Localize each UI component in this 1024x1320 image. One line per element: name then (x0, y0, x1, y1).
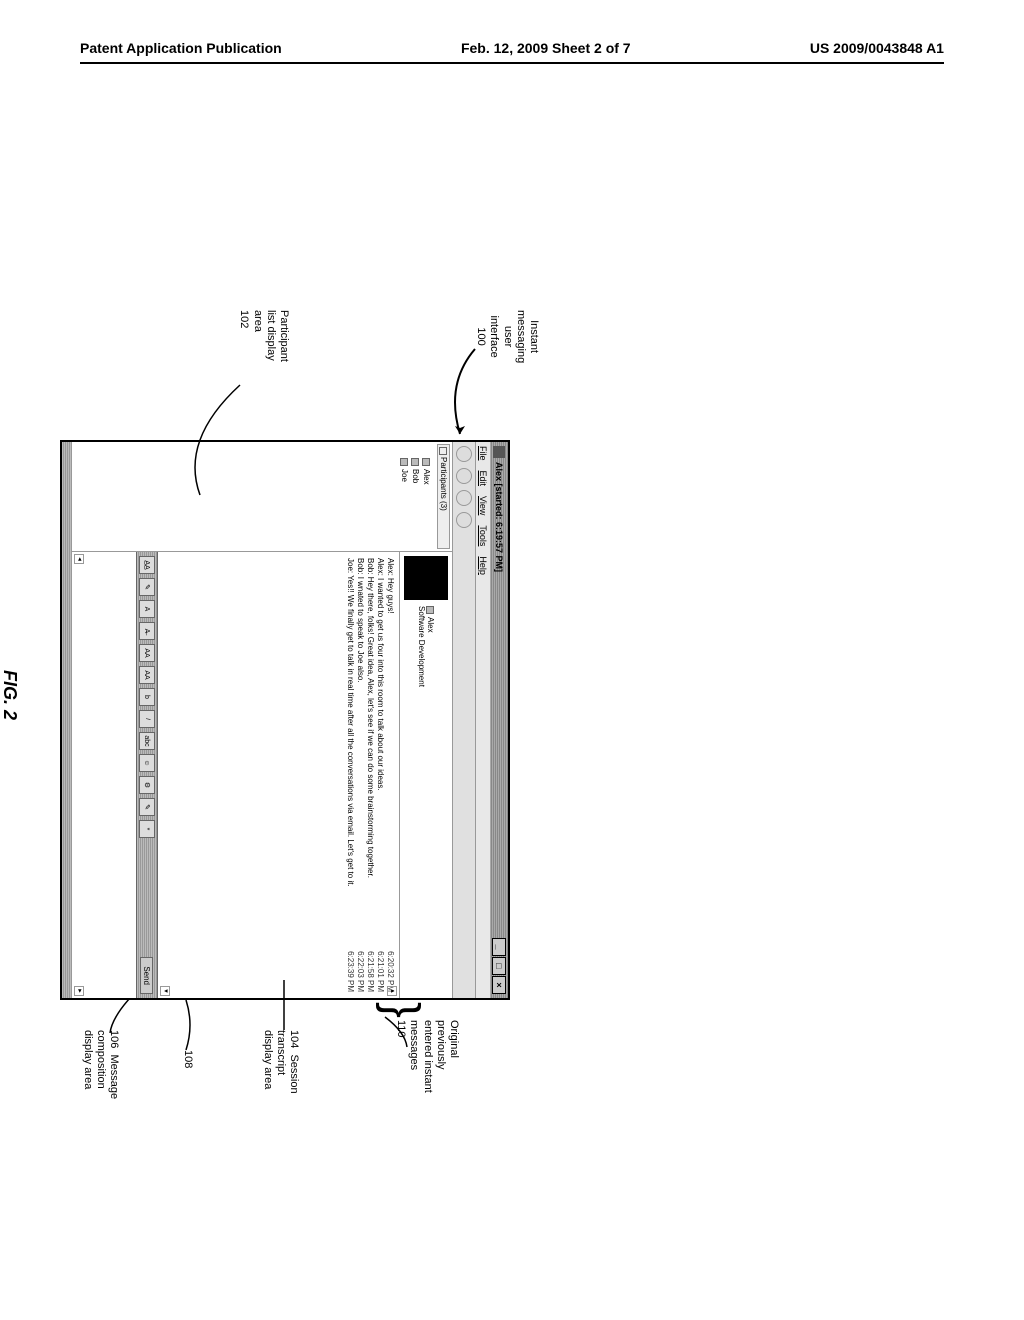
header-subtitle: Software Development (417, 606, 426, 687)
participant-name: Joe (400, 469, 409, 482)
format-button[interactable]: AA (139, 666, 155, 684)
arrow-100 (440, 344, 480, 444)
conversation-header: Alex Software Development (399, 552, 452, 998)
window-title: Alex [started: 6:19:57 PM] (494, 462, 504, 572)
participant-name: Alex (422, 469, 431, 485)
format-button[interactable]: 𝑖 (139, 710, 155, 728)
message-row: Joe: Yes!! We finally get to talk in rea… (346, 558, 355, 992)
scroll-left-icon[interactable]: ◂ (74, 554, 84, 564)
msg-text: Yes!! We finally get to talk in real tim… (346, 575, 355, 886)
msg-text: I wanted to get us four into this room t… (376, 578, 385, 791)
expand-icon[interactable] (440, 447, 448, 455)
leader-108 (179, 1000, 194, 1055)
gear-icon[interactable]: ⚙ (139, 776, 155, 794)
header-left: Patent Application Publication (80, 40, 282, 56)
format-button[interactable]: b (139, 688, 155, 706)
compose-area[interactable]: ◂ ▸ (72, 552, 136, 998)
msg-time: 6:21:58 PM (366, 934, 375, 992)
leader-104 (277, 980, 292, 1035)
message-row: Bob: I wnated to speak to Joe also. 6:22… (356, 558, 365, 992)
window-buttons: _ □ × (492, 938, 506, 994)
figure-container: Alex [started: 6:19:57 PM] _ □ × File Ed… (60, 440, 510, 1180)
leader-110 (380, 1012, 410, 1052)
msg-sender: Alex: (376, 558, 385, 576)
format-button[interactable]: A̶ (139, 622, 155, 640)
message-row: Alex: Hey guys! 6:20:32 PM (386, 558, 395, 992)
presence-icon (412, 458, 420, 466)
emoji-icon[interactable]: ☺ (139, 754, 155, 772)
header-rule (80, 62, 944, 64)
msg-time: 6:22:03 PM (356, 934, 365, 992)
format-button[interactable]: A (139, 600, 155, 618)
msg-sender: Bob: (356, 558, 365, 574)
callout-106: 106 Message composition display area (80, 1030, 120, 1099)
msg-text: I wnated to speak to Joe also. (356, 577, 365, 683)
toolbar-icon[interactable] (456, 490, 472, 506)
menu-tools[interactable]: Tools (478, 525, 488, 546)
statusbar (62, 442, 72, 998)
scroll-down-icon[interactable]: ▾ (160, 986, 170, 996)
msg-text: Hey guys! (386, 578, 395, 614)
format-button[interactable]: ✎ (139, 798, 155, 816)
participants-label: Participants (3) (439, 457, 448, 511)
main-body: Participants (3) Alex Bob Joe (72, 442, 452, 998)
msg-time: 6:21:01 PM (376, 934, 385, 992)
presence-icon (427, 606, 435, 614)
leader-106 (107, 998, 132, 1038)
callout-104: 104 Session transcript display area (260, 1030, 300, 1094)
transcript-area: ▴ Alex: Hey guys! 6:20:32 PM Alex: I wan… (158, 552, 399, 998)
menu-edit[interactable]: Edit (478, 471, 488, 487)
presence-icon (423, 458, 431, 466)
format-button[interactable]: abc (139, 732, 155, 750)
msg-sender: Alex: (386, 558, 395, 576)
message-row: Bob: Hey there, folks! Great idea, Alex,… (366, 558, 375, 992)
close-button[interactable]: × (492, 976, 506, 994)
app-icon (493, 446, 505, 458)
format-button[interactable]: * (139, 820, 155, 838)
titlebar: Alex [started: 6:19:57 PM] _ □ × (490, 442, 508, 998)
header-name: Alex (426, 617, 435, 633)
menu-view[interactable]: View (478, 496, 488, 515)
maximize-button[interactable]: □ (492, 957, 506, 975)
figure-caption: FIG. 2 (0, 670, 20, 720)
header-center: Feb. 12, 2009 Sheet 2 of 7 (461, 40, 631, 56)
participants-list: Alex Bob Joe (394, 444, 437, 549)
toolbar (452, 442, 475, 998)
format-button[interactable]: ✎ (139, 578, 155, 596)
content-area: Alex Software Development ▴ Alex: Hey gu… (72, 552, 452, 998)
leader-102 (170, 380, 270, 500)
scroll-up-icon[interactable]: ▴ (387, 986, 397, 996)
format-toolbar: A̲A̲ ✎ A A̶ AA AA b 𝑖 abc ☺ ⚙ ✎ * Send (136, 552, 158, 998)
toolbar-icon[interactable] (456, 512, 472, 528)
msg-time: 6:20:32 PM (386, 934, 395, 992)
avatar (404, 556, 448, 600)
menu-help[interactable]: Help (478, 556, 488, 575)
header-meta: Alex Software Development (417, 606, 435, 687)
header-right: US 2009/0043848 A1 (810, 40, 944, 56)
msg-time: 6:23:39 PM (346, 934, 355, 992)
format-button[interactable]: A̲A̲ (139, 556, 155, 574)
minimize-button[interactable]: _ (492, 938, 506, 956)
page-header: Patent Application Publication Feb. 12, … (0, 40, 1024, 56)
scroll-right-icon[interactable]: ▸ (74, 986, 84, 996)
participant-item[interactable]: Joe (400, 458, 409, 545)
toolbar-icon[interactable] (456, 468, 472, 484)
callout-100: Instant messaging user interface 100 (474, 310, 540, 363)
message-row: Alex: I wanted to get us four into this … (376, 558, 385, 992)
toolbar-icon[interactable] (456, 446, 472, 462)
send-button[interactable]: Send (141, 957, 154, 994)
callout-102: Participant list display area 102 (237, 310, 290, 362)
msg-sender: Joe: (346, 558, 355, 573)
im-window: Alex [started: 6:19:57 PM] _ □ × File Ed… (60, 440, 510, 1000)
participant-name: Bob (411, 469, 420, 483)
participant-item[interactable]: Bob (411, 458, 420, 545)
presence-icon (401, 458, 409, 466)
msg-sender: Bob: (366, 558, 375, 574)
msg-text: Hey there, folks! Great idea, Alex, let'… (366, 577, 375, 878)
menubar: File Edit View Tools Help (475, 442, 490, 998)
format-button[interactable]: AA (139, 644, 155, 662)
participant-item[interactable]: Alex (422, 458, 431, 545)
participants-header[interactable]: Participants (3) (437, 444, 450, 549)
menu-file[interactable]: File (478, 446, 488, 461)
